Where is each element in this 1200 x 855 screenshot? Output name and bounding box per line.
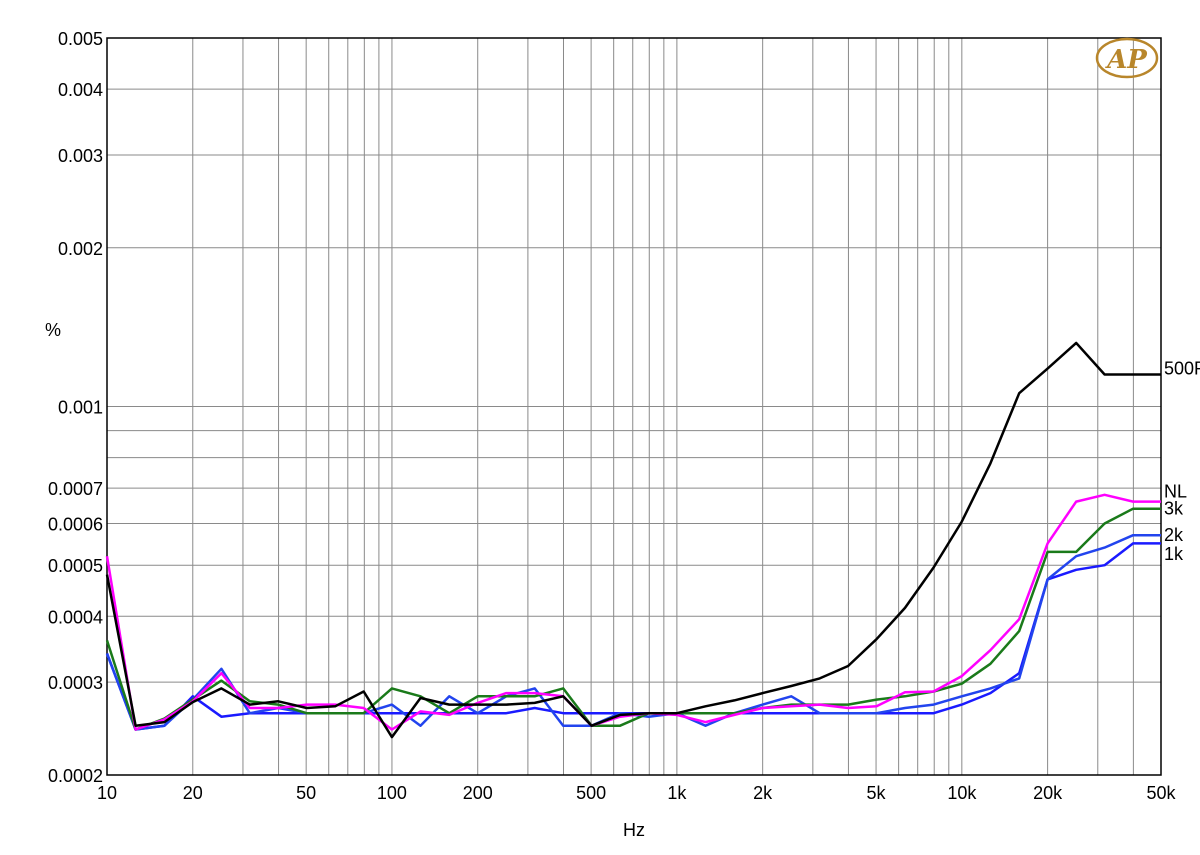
tick-labels: 10 20 50 100 200 500 1k 2k 5k 10k 20k 50k 0.005 0.004… (48, 29, 1177, 803)
y-axis-label: % (45, 320, 61, 340)
y-tick-label: 0.0002 (48, 766, 103, 786)
x-tick-label: 200 (463, 783, 493, 803)
x-tick-label: 20 (183, 783, 203, 803)
x-tick-label: 50k (1146, 783, 1176, 803)
y-tick-label: 0.0004 (48, 607, 103, 627)
y-tick-label: 0.003 (58, 146, 103, 166)
series-label-500r: 500R (1164, 359, 1200, 379)
logo-ring (1095, 37, 1159, 79)
series-label-1k: 1k (1164, 544, 1184, 564)
series-label-2k: 2k (1164, 525, 1184, 545)
x-tick-label: 1k (667, 783, 687, 803)
x-tick-label: 50 (296, 783, 316, 803)
series-line-3k (105, 507, 1161, 731)
y-tick-label: 0.005 (58, 29, 103, 49)
series-line-500r (105, 341, 1161, 739)
series-lines (105, 341, 1161, 739)
series-line-2k (105, 533, 1161, 731)
y-tick-label: 0.004 (58, 80, 103, 100)
x-tick-label: 5k (867, 783, 887, 803)
grid-lines (107, 38, 1161, 775)
x-tick-label: 10k (947, 783, 977, 803)
y-tick-label: 0.001 (58, 398, 103, 418)
audio-precision-logo: AP (1095, 37, 1159, 79)
series-line-nl (105, 493, 1161, 731)
y-tick-label: 0.0006 (48, 514, 103, 534)
x-tick-label: 500 (576, 783, 606, 803)
plot-frame (106, 37, 1162, 776)
y-tick-label: 0.0005 (48, 556, 103, 576)
x-tick-label: 2k (753, 783, 773, 803)
series-label-3k: 3k (1164, 499, 1184, 519)
logo-text: AP (1104, 45, 1148, 75)
x-tick-label: 100 (377, 783, 407, 803)
x-tick-label: 10 (97, 783, 117, 803)
y-tick-label: 0.0007 (48, 479, 103, 499)
x-axis-label: Hz (623, 820, 645, 840)
y-tick-label: 0.0003 (48, 673, 103, 693)
y-tick-label: 0.002 (58, 239, 103, 259)
series-label-nl: NL (1164, 481, 1187, 501)
x-tick-label: 20k (1033, 783, 1063, 803)
